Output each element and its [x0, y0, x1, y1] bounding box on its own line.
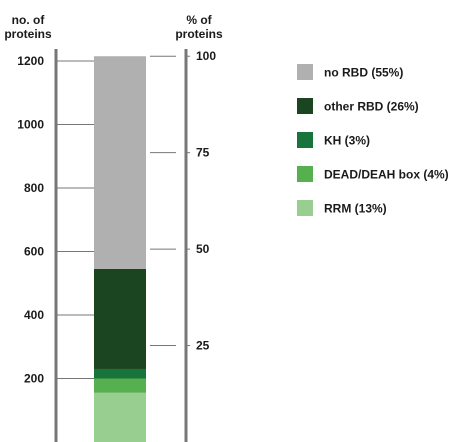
legend: no RBD (55%) other RBD (26%) KH (3%) DEAD/D…	[297, 64, 449, 216]
left-tick-label: 1200	[17, 54, 44, 68]
left-tick-label: 400	[24, 308, 44, 322]
legend-swatch	[297, 98, 313, 114]
legend-label: no RBD (55%)	[324, 66, 403, 80]
bar-segment	[94, 392, 146, 442]
legend-item: other RBD (26%)	[297, 98, 419, 114]
axes	[54, 49, 188, 442]
legend-item: RRM (13%)	[297, 200, 387, 216]
bar-segment	[94, 368, 146, 379]
legend-label: KH (3%)	[324, 134, 370, 148]
legend-swatch	[297, 200, 313, 216]
bar-segment	[94, 268, 146, 369]
legend-label: other RBD (26%)	[324, 100, 419, 114]
right-tick-label: 25	[196, 339, 210, 353]
legend-item: KH (3%)	[297, 132, 370, 148]
right-axis-title-line: % of	[186, 13, 212, 27]
right-tick-label: 50	[196, 242, 210, 256]
legend-label: DEAD/DEAH box (4%)	[324, 168, 449, 182]
legend-label: RRM (13%)	[324, 202, 387, 216]
left-tick-label: 600	[24, 245, 44, 259]
legend-swatch	[297, 132, 313, 148]
legend-item: DEAD/DEAH box (4%)	[297, 166, 449, 182]
left-axis-title-line: proteins	[4, 27, 52, 41]
right-axis-ticks: 25 50 75 100	[150, 49, 216, 353]
right-tick-label: 75	[196, 146, 210, 160]
stacked-bar	[94, 56, 146, 442]
left-axis-title-line: no. of	[12, 13, 46, 27]
right-axis-title-line: proteins	[175, 27, 223, 41]
right-tick-label: 100	[196, 49, 216, 63]
bar-segment	[94, 378, 146, 393]
legend-swatch	[297, 64, 313, 80]
bar-segment	[94, 56, 146, 269]
legend-swatch	[297, 166, 313, 182]
left-tick-label: 800	[24, 181, 44, 195]
left-tick-label: 1000	[17, 118, 44, 132]
legend-item: no RBD (55%)	[297, 64, 403, 80]
left-tick-label: 200	[24, 372, 44, 386]
left-axis-ticks: 200 400 600 800 1000 1200	[17, 54, 94, 386]
